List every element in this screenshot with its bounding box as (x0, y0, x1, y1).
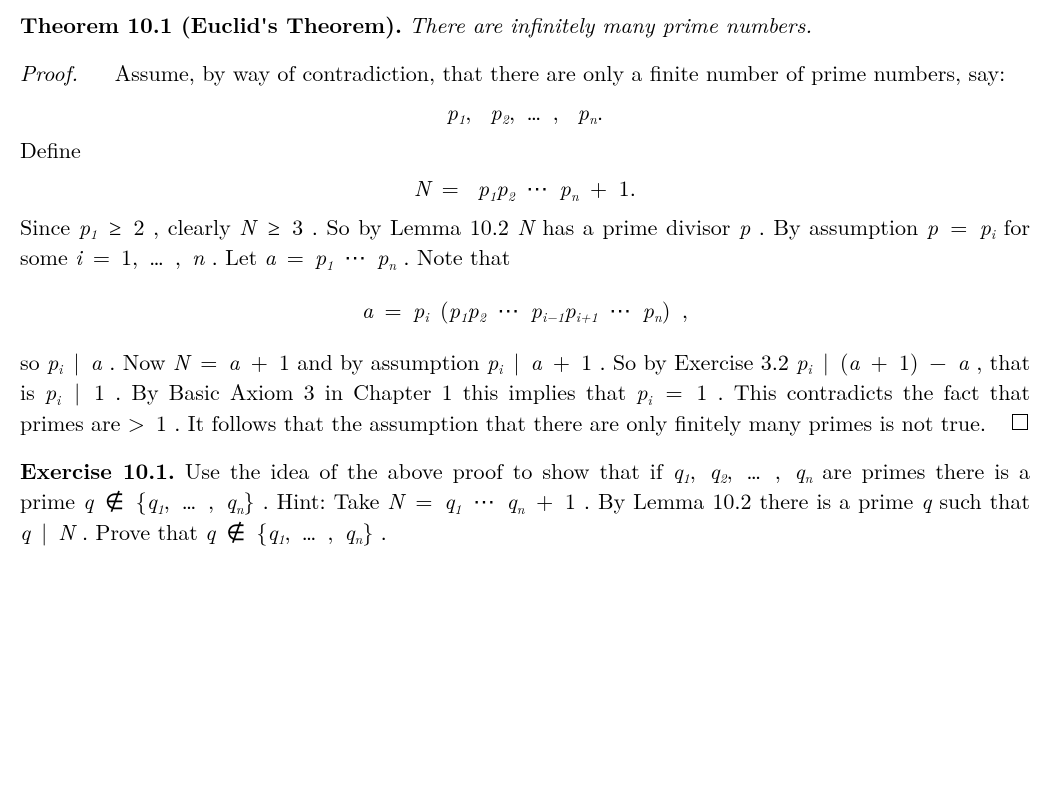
display-math-a-factor: a = pi (p1p2 ⋯ pi−1pi+1 ⋯ pn) , (20, 295, 1030, 325)
qed-box-icon (1012, 414, 1028, 430)
txt: . (381, 516, 387, 547)
proof-sentence-1: Assume, by way of contradiction, that th… (115, 57, 1006, 88)
spacer (20, 438, 1030, 456)
theorem-label: Theorem 10.1 (Euclid's Theorem). (20, 9, 402, 40)
txt: , clearly (153, 211, 239, 242)
txt: . Hint: Take (263, 485, 388, 516)
txt: . So by Lemma 10.2 (312, 211, 518, 242)
proof-intro: Proof. Assume, by way of contradiction, … (20, 58, 1030, 88)
txt: . Prove that (82, 516, 205, 547)
txt: . So by Exercise 3.2 (599, 346, 796, 377)
txt: . By assumption (759, 211, 927, 242)
txt: Since (20, 211, 79, 242)
txt: . Note that (403, 241, 510, 272)
proof-label: Proof. (20, 57, 78, 88)
spacer (20, 333, 1030, 347)
proof-body-2: so pi | a . Now N = a + 1 and by assumpt… (20, 347, 1030, 438)
spacer (20, 273, 1030, 287)
txt: . It follows that the assumption that th… (174, 407, 986, 438)
exercise-block: Exercise 10.1. Use the idea of the above… (20, 456, 1030, 547)
txt: Use the idea of the above proof to show … (185, 455, 673, 486)
txt: . Let (212, 241, 265, 272)
exercise-label: Exercise 10.1. (20, 455, 175, 486)
proof-define: Define (20, 135, 1030, 165)
txt: has a prime divisor (542, 211, 739, 242)
theorem-statement: There are infinitely many prime numbers. (409, 9, 812, 40)
txt: . By Lemma 10.2 there is a prime (584, 485, 921, 516)
txt: so (20, 346, 47, 377)
display-math-N-def: N = p1p2 ⋯ pn + 1. (20, 173, 1030, 203)
txt: such that (939, 485, 1030, 516)
display-math-primes-list: p1, p2, … , pn. (20, 97, 1030, 127)
theorem-block: Theorem 10.1 (Euclid's Theorem). There a… (20, 10, 1030, 40)
txt: and by assumption (297, 346, 487, 377)
txt: . Now (109, 346, 173, 377)
txt: . By Basic Axiom 3 in Chapter 1 this imp… (115, 376, 636, 407)
document-page: Theorem 10.1 (Euclid's Theorem). There a… (0, 0, 1050, 803)
proof-body-1: Since p1 ≥ 2 , clearly N ≥ 3 . So by Lem… (20, 212, 1030, 273)
spacer (20, 40, 1030, 58)
